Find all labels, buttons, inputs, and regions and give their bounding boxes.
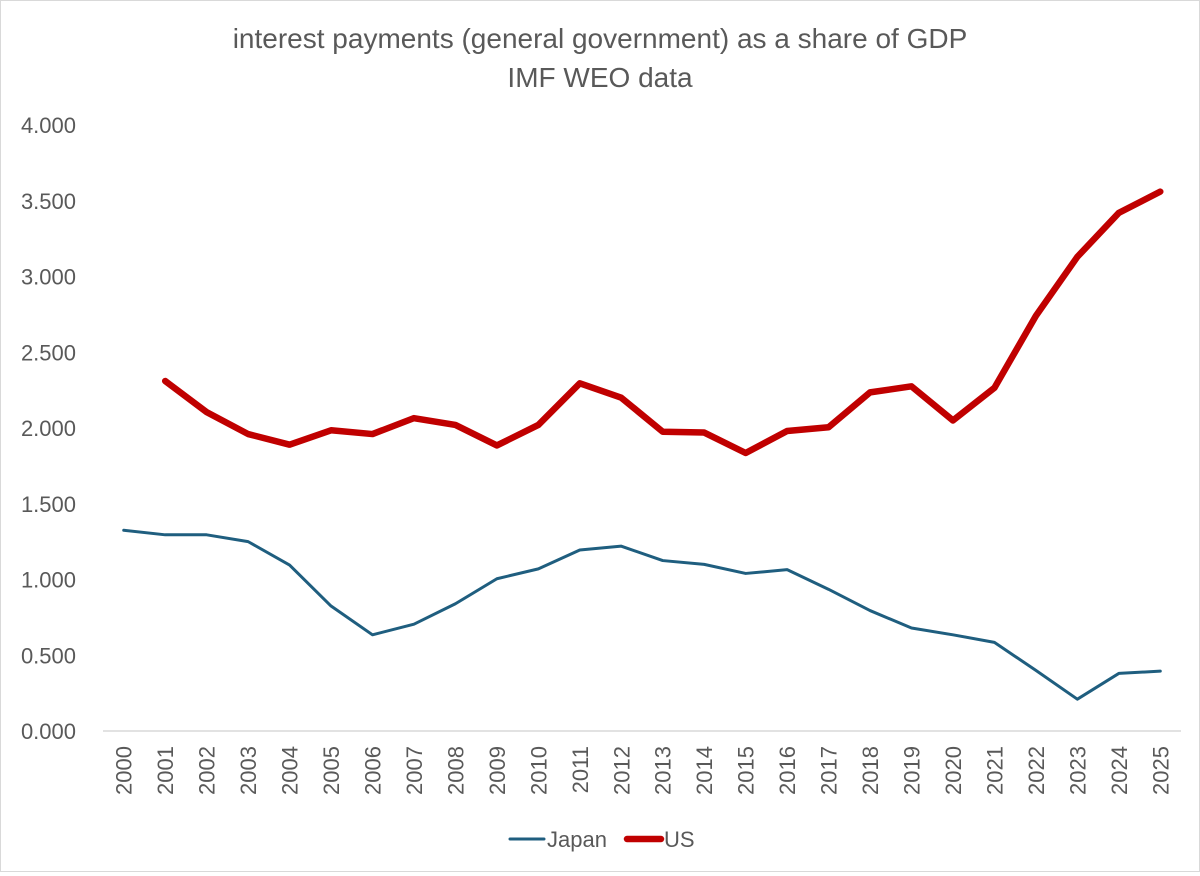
series-layer bbox=[122, 188, 1164, 701]
x-tick-label: 2009 bbox=[485, 746, 510, 795]
x-tick-label: 2020 bbox=[941, 746, 966, 795]
x-tick-label: 2007 bbox=[402, 746, 427, 795]
chart-title: interest payments (general government) a… bbox=[233, 23, 968, 54]
x-tick-label: 2000 bbox=[112, 746, 137, 795]
x-tick-label: 2024 bbox=[1107, 746, 1132, 795]
y-tick-label: 3.000 bbox=[21, 265, 76, 290]
x-tick-label: 2002 bbox=[195, 746, 220, 795]
legend-label-japan: Japan bbox=[547, 827, 607, 852]
y-tick-label: 2.000 bbox=[21, 416, 76, 441]
x-tick-label: 2021 bbox=[982, 746, 1007, 795]
y-tick-label: 2.500 bbox=[21, 340, 76, 365]
x-tick-label: 2004 bbox=[278, 746, 303, 795]
legend-label-us: US bbox=[664, 827, 695, 852]
y-axis-tick-labels: 0.000 0.500 1.000 1.500 2.000 2.500 3.000 3.500… bbox=[21, 113, 76, 744]
x-tick-label: 2023 bbox=[1065, 746, 1090, 795]
x-tick-label: 2016 bbox=[775, 746, 800, 795]
y-tick-label: 1.000 bbox=[21, 568, 76, 593]
x-tick-label: 2008 bbox=[443, 746, 468, 795]
x-tick-label: 2012 bbox=[609, 746, 634, 795]
x-tick-label: 2017 bbox=[817, 746, 842, 795]
x-tick-label: 2013 bbox=[651, 746, 676, 795]
x-tick-label: 2015 bbox=[734, 746, 759, 795]
chart-subtitle: IMF WEO data bbox=[507, 62, 693, 93]
x-tick-label: 2022 bbox=[1024, 746, 1049, 795]
x-tick-label: 2014 bbox=[692, 746, 717, 795]
y-tick-label: 3.500 bbox=[21, 189, 76, 214]
x-tick-label: 2018 bbox=[858, 746, 883, 795]
x-tick-label: 2025 bbox=[1148, 746, 1173, 795]
y-tick-label: 0.500 bbox=[21, 643, 76, 668]
x-tick-label: 2005 bbox=[319, 746, 344, 795]
series-line-us bbox=[161, 188, 1164, 457]
x-tick-label: 2019 bbox=[900, 746, 925, 795]
x-tick-label: 2003 bbox=[236, 746, 261, 795]
y-tick-label: 4.000 bbox=[21, 113, 76, 138]
series-line-japan bbox=[122, 528, 1162, 701]
y-tick-label: 1.500 bbox=[21, 492, 76, 517]
x-tick-label: 2010 bbox=[526, 746, 551, 795]
x-tick-label: 2001 bbox=[153, 746, 178, 795]
x-tick-label: 2011 bbox=[568, 746, 593, 793]
legend: Japan US bbox=[508, 827, 695, 852]
x-axis: 2000 2001 2002 2003 2004 2005 2006 2007 2008 2009… bbox=[103, 730, 1181, 795]
y-tick-label: 0.000 bbox=[21, 719, 76, 744]
x-tick-label: 2006 bbox=[361, 746, 386, 795]
